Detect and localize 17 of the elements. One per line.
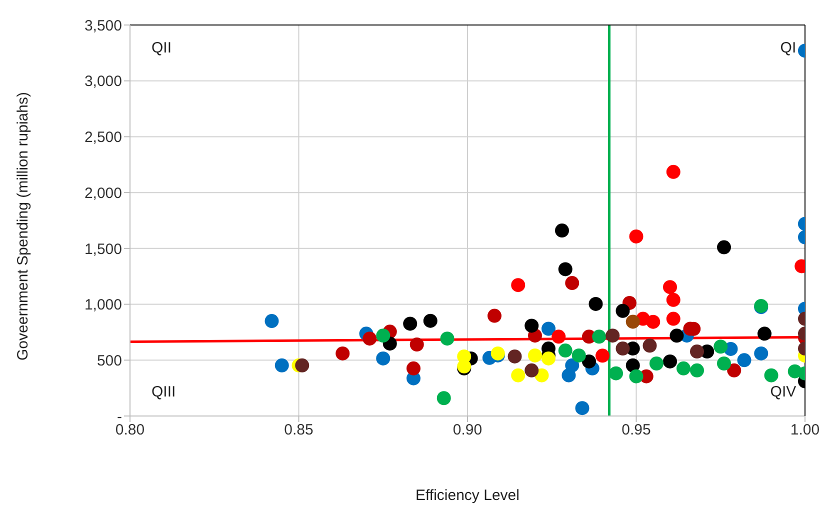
annotation: QI — [780, 40, 796, 57]
y-tick-label: 2,000 — [84, 184, 122, 202]
y-tick-label: 500 — [96, 352, 122, 370]
annotation: QIV — [770, 384, 796, 401]
x-axis-title: Efficiency Level — [416, 487, 520, 504]
y-tick-label: 1,500 — [84, 240, 122, 258]
x-tick-label: 0.95 — [622, 422, 651, 439]
y-tick-label: 3,000 — [84, 73, 122, 90]
y-axis-title: Goveernment Spending (million rupiahs) — [14, 92, 32, 360]
annotation: QII — [152, 40, 172, 57]
x-tick-label: 0.90 — [452, 422, 482, 439]
x-tick-label: 1.00 — [790, 422, 820, 439]
annotation: QIII — [152, 384, 176, 401]
y-tick-label: 2,500 — [84, 129, 122, 146]
y-tick-label: 1,000 — [84, 296, 122, 314]
x-tick-label: 0.85 — [284, 422, 314, 439]
y-tick-label: 3,500 — [84, 17, 122, 34]
